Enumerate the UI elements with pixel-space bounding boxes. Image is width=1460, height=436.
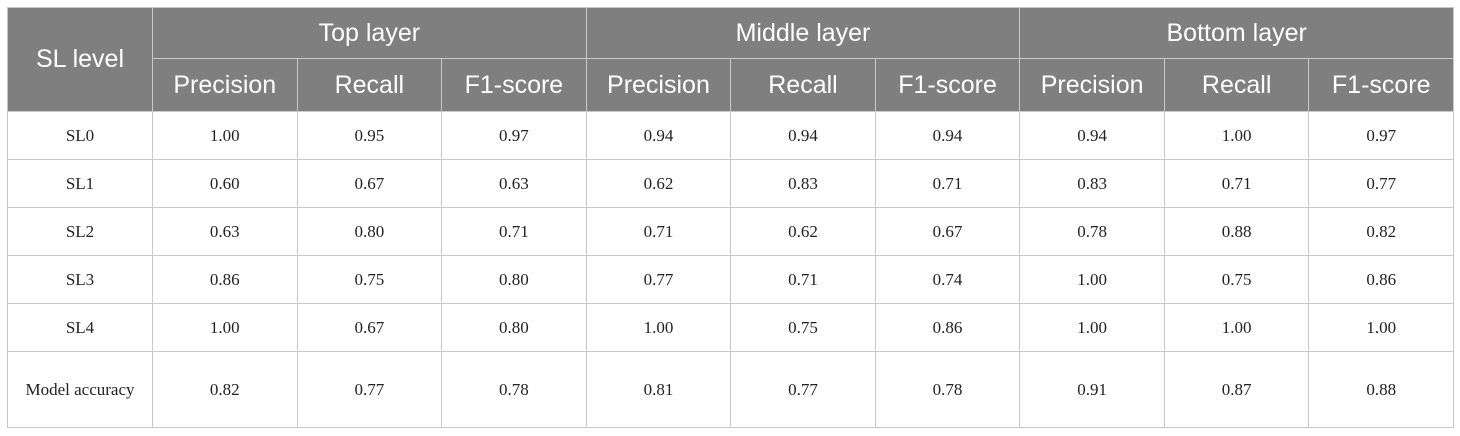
table-cell: 0.83 <box>1019 159 1165 208</box>
table-cell: 0.80 <box>441 303 587 352</box>
table-cell: 0.86 <box>1308 255 1454 304</box>
table-cell: 0.75 <box>1163 255 1310 304</box>
metric-header-row: Precision Recall F1-score Precision Reca… <box>8 58 1454 112</box>
table-cell: 0.88 <box>1163 207 1310 256</box>
table-cell: 0.83 <box>730 159 876 208</box>
sl-level-header: SL level <box>7 7 153 112</box>
table-row: SL3 0.86 0.75 0.80 0.77 0.71 0.74 1.00 0… <box>7 255 1454 304</box>
metric-header: F1-score <box>1308 58 1454 112</box>
table-cell: 0.67 <box>296 303 443 352</box>
table-cell: 0.95 <box>296 111 443 160</box>
table-cell: 0.82 <box>152 351 298 428</box>
metric-header: Precision <box>152 58 298 112</box>
table-cell: 0.71 <box>730 255 876 304</box>
table-cell: 0.82 <box>1308 207 1454 256</box>
table-row: SL2 0.63 0.80 0.71 0.71 0.62 0.67 0.78 0… <box>7 207 1454 256</box>
table-cell: 0.97 <box>441 111 587 160</box>
row-label: SL2 <box>7 207 153 256</box>
row-label: Model accuracy <box>7 351 153 428</box>
metric-header: Recall <box>730 58 876 112</box>
table-cell: 1.00 <box>1163 303 1310 352</box>
table-cell: 0.71 <box>585 207 732 256</box>
table-row: SL0 1.00 0.95 0.97 0.94 0.94 0.94 0.94 1… <box>7 111 1454 160</box>
table-cell: 0.67 <box>296 159 443 208</box>
table-cell: 0.71 <box>874 159 1021 208</box>
table-cell: 0.71 <box>1163 159 1310 208</box>
metric-header: F1-score <box>874 58 1021 112</box>
table-cell: 0.77 <box>296 351 443 428</box>
metric-header: Precision <box>1019 58 1165 112</box>
table-cell: 0.88 <box>1308 351 1454 428</box>
table-cell: 1.00 <box>1163 111 1310 160</box>
table-cell: 0.94 <box>1019 111 1165 160</box>
table-cell: 0.77 <box>730 351 876 428</box>
table-cell: 1.00 <box>585 303 732 352</box>
group-header-middle-layer: Middle layer <box>585 7 1021 59</box>
group-header-row: SL level Top layer Middle layer Bottom l… <box>7 7 1454 112</box>
table-cell: 1.00 <box>1019 255 1165 304</box>
table-cell: 0.87 <box>1163 351 1310 428</box>
row-label: SL0 <box>7 111 153 160</box>
table-row: Model accuracy 0.82 0.77 0.78 0.81 0.77 … <box>7 351 1454 428</box>
table-cell: 0.67 <box>874 207 1021 256</box>
results-table: SL level Top layer Middle layer Bottom l… <box>7 7 1454 428</box>
table-cell: 0.75 <box>730 303 876 352</box>
table-cell: 0.78 <box>874 351 1021 428</box>
group-header-bottom-layer: Bottom layer <box>1019 7 1454 59</box>
table-cell: 0.63 <box>152 207 298 256</box>
row-label: SL4 <box>7 303 153 352</box>
table-body: SL0 1.00 0.95 0.97 0.94 0.94 0.94 0.94 1… <box>7 111 1454 428</box>
table-cell: 0.81 <box>585 351 732 428</box>
table-cell: 0.60 <box>152 159 298 208</box>
table-cell: 1.00 <box>1019 303 1165 352</box>
table-cell: 0.78 <box>1019 207 1165 256</box>
table-cell: 0.86 <box>152 255 298 304</box>
table-cell: 0.77 <box>1308 159 1454 208</box>
metric-header: Precision <box>585 58 732 112</box>
table-cell: 0.80 <box>441 255 587 304</box>
table-cell: 0.94 <box>730 111 876 160</box>
table-cell: 0.62 <box>585 159 732 208</box>
metric-header: Recall <box>1163 58 1310 112</box>
table-cell: 0.75 <box>296 255 443 304</box>
table-cell: 0.71 <box>441 207 587 256</box>
table-cell: 0.78 <box>441 351 587 428</box>
table-cell: 1.00 <box>1308 303 1454 352</box>
metric-header: Recall <box>296 58 443 112</box>
table-header: SL level Top layer Middle layer Bottom l… <box>7 7 1454 112</box>
table-cell: 1.00 <box>152 303 298 352</box>
table-cell: 0.94 <box>874 111 1021 160</box>
table-cell: 1.00 <box>152 111 298 160</box>
group-header-top-layer: Top layer <box>152 7 587 59</box>
table-row: SL1 0.60 0.67 0.63 0.62 0.83 0.71 0.83 0… <box>7 159 1454 208</box>
table-cell: 0.62 <box>730 207 876 256</box>
table-cell: 0.94 <box>585 111 732 160</box>
table-cell: 0.74 <box>874 255 1021 304</box>
row-label: SL3 <box>7 255 153 304</box>
table-cell: 0.77 <box>585 255 732 304</box>
row-label: SL1 <box>7 159 153 208</box>
table-cell: 0.97 <box>1308 111 1454 160</box>
table-row: SL4 1.00 0.67 0.80 1.00 0.75 0.86 1.00 1… <box>7 303 1454 352</box>
metric-header: F1-score <box>441 58 587 112</box>
table-cell: 0.86 <box>874 303 1021 352</box>
table-cell: 0.91 <box>1019 351 1165 428</box>
table-cell: 0.63 <box>441 159 587 208</box>
table-cell: 0.80 <box>296 207 443 256</box>
